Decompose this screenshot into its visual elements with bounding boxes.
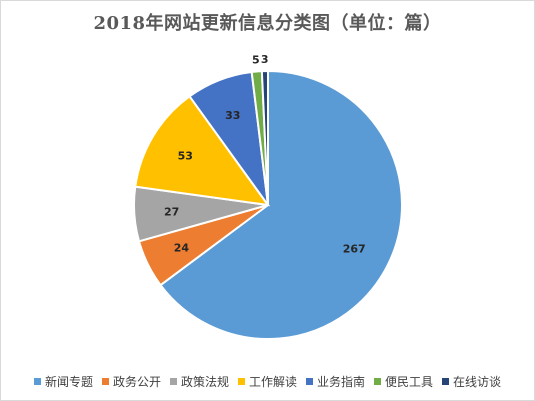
legend-label-5: 业务指南 [317, 375, 366, 389]
legend-swatch-3 [169, 378, 177, 385]
pie-slice-1 [159, 69, 403, 340]
legend-entry-7: 在线访谈 [442, 373, 501, 390]
legend-entry-4: 工作解读 [237, 373, 297, 390]
legend-entry-3: 政策法规 [169, 373, 229, 390]
data-label-1: 267 [343, 242, 366, 255]
data-label-3: 27 [164, 206, 179, 219]
legend-entry-6: 便民工具 [374, 373, 433, 390]
data-label-4: 53 [178, 149, 193, 162]
legend-label-7: 在线访谈 [453, 375, 502, 389]
legend-entry-2: 政务公开 [101, 373, 161, 390]
chart-title: 2018年网站更新信息分类图（单位：篇） [93, 13, 442, 34]
legend-swatch-6 [374, 378, 382, 385]
pie-slice-7 [260, 69, 269, 206]
legend-label-6: 便民工具 [385, 375, 434, 389]
legend-label-1: 新闻专题 [44, 375, 93, 389]
legend-label-2: 政务公开 [112, 375, 161, 389]
legend-swatch-4 [237, 378, 245, 385]
legend-label-3: 政策法规 [180, 375, 229, 389]
legend-swatch-7 [442, 378, 450, 385]
data-label-6: 5 [252, 54, 260, 67]
legend-swatch-2 [101, 378, 109, 385]
data-label-2: 24 [174, 242, 190, 255]
data-label-5: 33 [225, 109, 240, 122]
pie-slice-4 [134, 94, 271, 207]
data-label-7: 3 [261, 53, 269, 66]
legend-swatch-1 [33, 378, 41, 385]
legend-swatch-5 [306, 378, 313, 385]
chart-legend: 新闻专题 政务公开 政策法规 工作解读 业务指南 便民工具 在线访谈 [0, 373, 535, 390]
legend-entry-1: 新闻专题 [33, 373, 93, 390]
legend-entry-5: 业务指南 [306, 373, 365, 390]
legend-label-4: 工作解读 [248, 375, 297, 389]
